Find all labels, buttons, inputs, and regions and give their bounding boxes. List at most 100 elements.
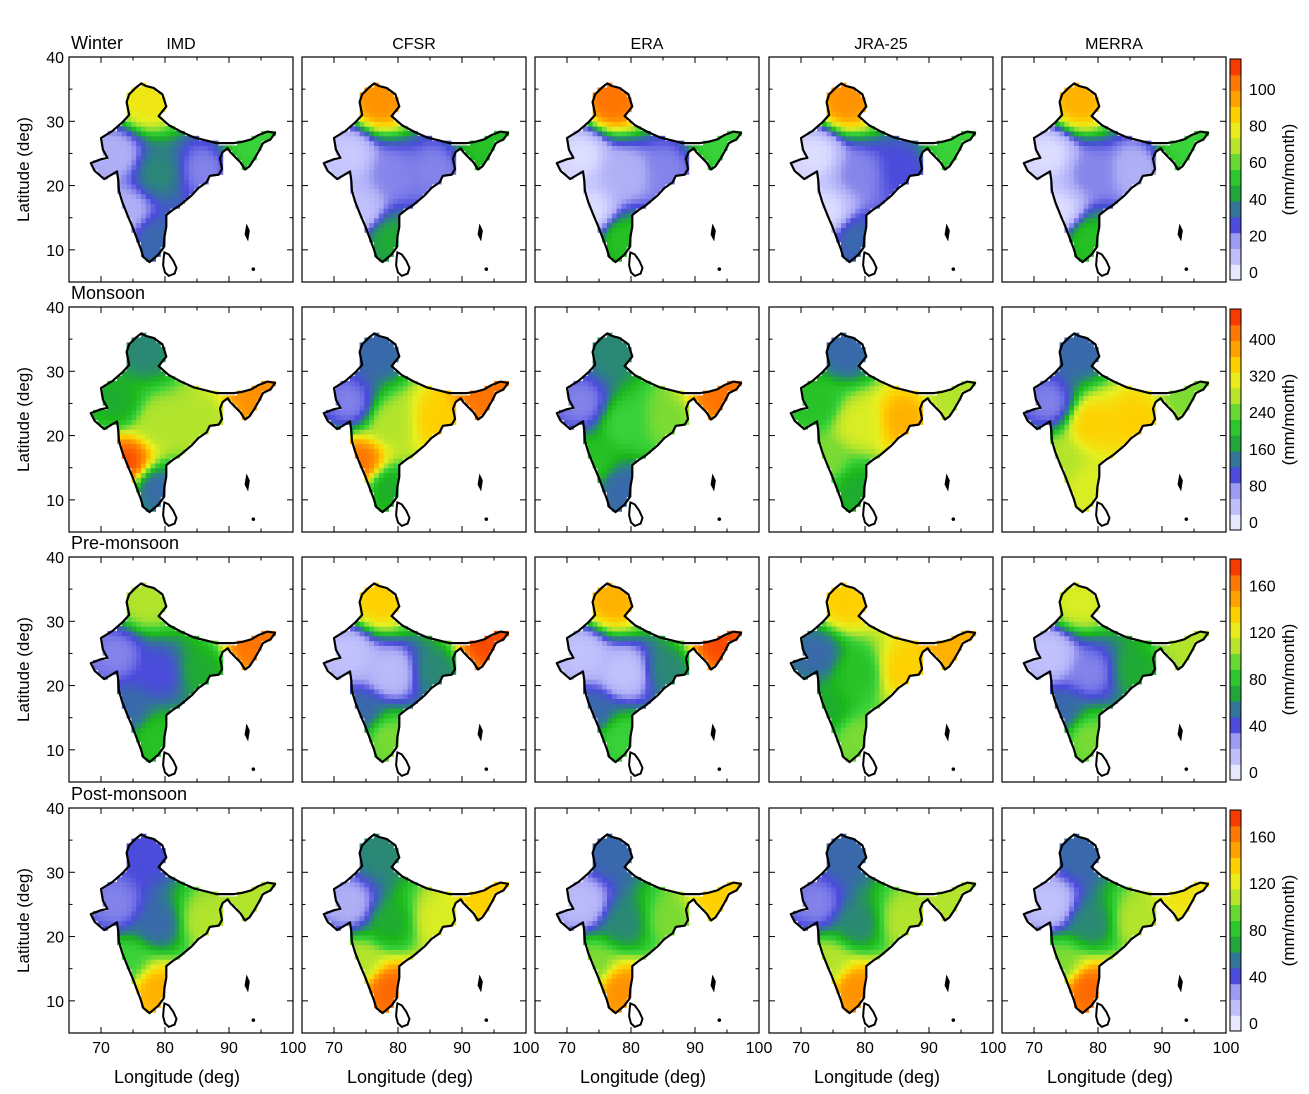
precip-cell [479,395,485,401]
precip-cell [1146,159,1152,166]
precip-cell [364,419,370,425]
precip-cell [121,140,128,146]
precip-cell [102,424,108,430]
precip-cell [659,400,666,406]
precip-cell [393,385,399,392]
precip-cell [826,453,832,459]
precip-cell [884,395,890,401]
precip-cell [879,443,885,449]
precip-cell [1174,155,1181,161]
precip-cell [621,184,627,190]
precip-cell [831,434,837,440]
precip-cell [1074,203,1080,209]
precip-cell [1078,193,1085,199]
precip-cell [855,237,861,243]
precip-cell [1064,429,1070,435]
precip-cell [602,419,608,425]
precip-cell [369,477,375,483]
precip-cell [1083,145,1089,151]
precip-cell [1045,405,1051,411]
precip-cell [369,390,375,396]
precip-cell [841,419,847,425]
precip-cell [855,92,861,98]
precip-cell [1117,164,1123,171]
precip-cell [611,424,618,430]
precip-cell [126,395,132,401]
precip-cell [145,462,152,469]
precip-cell [102,140,108,146]
precip-cell [412,438,418,445]
precip-cell [155,212,161,219]
precip-cell [793,409,799,416]
precip-cell [1078,111,1085,117]
precip-cell [1078,150,1085,156]
precip-cell [659,140,666,146]
precip-cell [913,150,919,156]
precip-cell [350,174,356,180]
precip-cell [1074,179,1080,185]
precip-cell [126,405,132,411]
precip-cell [817,419,823,425]
precip-cell [393,429,399,435]
precip-cell [836,116,842,122]
precip-cell [174,179,180,185]
precip-cell [879,419,885,425]
precip-cell [855,97,861,103]
precip-cell [602,92,608,98]
precip-cell [922,395,928,401]
precip-cell [141,126,147,132]
precip-cell [1184,140,1190,146]
precip-cell [378,419,385,425]
precip-cell [350,414,356,421]
precip-cell [903,174,909,180]
precip-cell [841,496,847,502]
precip-cell [850,155,856,161]
precip-cell [1083,241,1089,248]
precip-cell [679,164,685,171]
precip-cell [1069,87,1075,93]
precip-cell [1059,193,1065,199]
precip-cell [874,174,880,180]
precip-cell [141,97,147,103]
precip-cell [583,174,589,180]
precip-cell [836,395,842,401]
precip-cell [383,453,389,459]
precip-cell [369,212,375,219]
precip-cell [845,347,852,353]
precip-cell [884,140,890,146]
precip-cell [1126,159,1133,166]
precip-cell [155,361,161,367]
precip-cell [841,409,847,416]
precip-cell [340,400,346,406]
precip-cell [203,390,209,396]
precip-cell [145,347,152,353]
precip-cell [1069,217,1075,224]
precip-cell [150,434,156,440]
precip-cell [340,409,346,416]
precip-cell [364,130,370,137]
precip-cell [1131,159,1137,166]
precip-cell [583,150,589,156]
precip-cell [1083,135,1089,142]
precip-cell [388,174,394,180]
precip-cell [707,145,714,151]
precip-cell [727,385,733,392]
precip-cell [131,222,137,228]
precip-cell [616,419,622,425]
precip-cell [374,448,380,454]
precip-cell [136,366,142,372]
precip-cell [903,395,909,401]
precip-cell [184,140,190,146]
precip-cell [597,130,603,137]
precip-cell [1088,106,1094,113]
precip-cell [1078,198,1085,204]
precip-cell [1083,188,1089,195]
precip-cell [889,174,895,180]
precip-cell [893,145,900,151]
precip-cell [1054,193,1061,199]
precip-cell [383,111,389,117]
colorbar-segment [1230,153,1241,170]
precip-cell [669,145,675,151]
precip-cell [845,150,852,156]
precip-cell [402,169,409,175]
